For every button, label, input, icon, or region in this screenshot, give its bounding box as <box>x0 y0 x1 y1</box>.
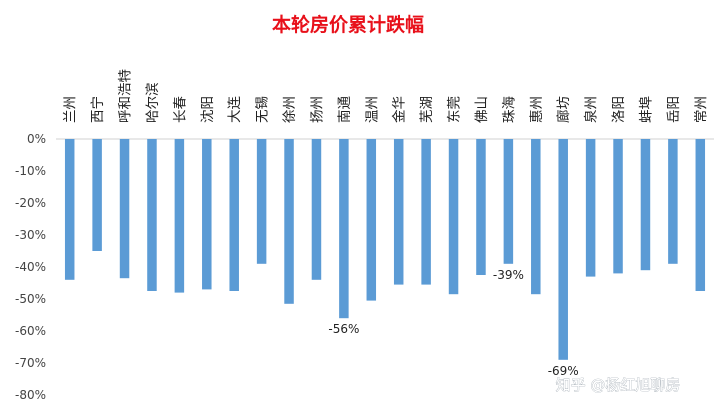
category-label: 无锡 <box>255 96 271 123</box>
bar <box>668 139 678 264</box>
category-label: 芜湖 <box>419 96 435 123</box>
y-tick-label: -10% <box>15 164 46 178</box>
category-label: 金华 <box>392 96 408 123</box>
bar <box>585 139 596 277</box>
category-label: 扬州 <box>309 96 325 123</box>
chart-title: 本轮房价累计跌幅 <box>272 13 424 36</box>
category-label: 呼和浩特 <box>118 69 134 123</box>
data-label: -39% <box>493 268 524 282</box>
category-label: 常州 <box>693 96 709 123</box>
bar <box>174 139 185 293</box>
category-label: 南通 <box>337 96 353 123</box>
data-label: -69% <box>548 364 579 378</box>
category-label: 佛山 <box>474 96 490 123</box>
bar <box>393 139 404 285</box>
y-tick-label: -40% <box>15 260 46 274</box>
category-label: 西宁 <box>89 96 106 123</box>
category-label: 岳阳 <box>666 96 682 123</box>
y-tick-label: -30% <box>15 228 46 242</box>
category-label: 长春 <box>172 96 188 123</box>
category-label: 惠州 <box>529 96 545 123</box>
data-label: -56% <box>328 322 359 336</box>
data-labels: -56% -39% -69% <box>328 268 578 378</box>
y-tick-label: -80% <box>15 388 46 402</box>
category-label: 哈尔滨 <box>145 83 161 124</box>
y-tick-label: -50% <box>15 292 46 306</box>
bar <box>202 139 212 290</box>
bar <box>366 139 377 301</box>
category-label: 蚌埠 <box>638 96 654 123</box>
category-label: 廊坊 <box>555 96 572 123</box>
bar <box>476 139 486 275</box>
bar <box>339 139 349 319</box>
category-label: 洛阳 <box>611 96 627 123</box>
bars <box>64 139 706 360</box>
bar <box>147 139 157 291</box>
bar <box>64 139 75 280</box>
bar <box>503 139 514 264</box>
bar <box>558 139 568 360</box>
category-label: 东莞 <box>447 96 463 123</box>
category-label: 徐州 <box>282 96 298 123</box>
y-axis: 0% -10% -20% -30% -40% -50% -60% -70% -80% <box>15 132 46 402</box>
bar <box>92 139 102 251</box>
category-labels: 兰州 西宁 呼和浩特 哈尔滨 长春 沈阳 大连 无锡 徐州 扬州 南通 温州 金华 芜湖 东莞 佛山 珠海 惠州廊… <box>63 69 710 123</box>
y-tick-label: -60% <box>15 324 46 338</box>
y-tick-label: 0% <box>27 132 46 146</box>
bar <box>284 139 294 304</box>
y-tick-label: -20% <box>15 196 46 210</box>
category-label: 泉州 <box>583 96 600 123</box>
bar <box>695 139 706 291</box>
y-tick-label: -70% <box>15 356 46 370</box>
bar <box>311 139 322 280</box>
bar <box>421 139 431 285</box>
watermark-text: 知乎 @杨红旭聊房 <box>556 376 681 394</box>
category-label: 温州 <box>364 96 380 123</box>
bar <box>256 139 267 264</box>
category-label: 沈阳 <box>200 96 216 123</box>
category-label: 珠海 <box>501 96 517 123</box>
category-label: 兰州 <box>63 96 79 123</box>
bar <box>640 139 651 271</box>
bar <box>229 139 239 291</box>
bar <box>119 139 130 279</box>
bar <box>448 139 459 295</box>
bar <box>531 139 541 295</box>
bar <box>613 139 623 274</box>
category-label: 大连 <box>227 96 243 123</box>
